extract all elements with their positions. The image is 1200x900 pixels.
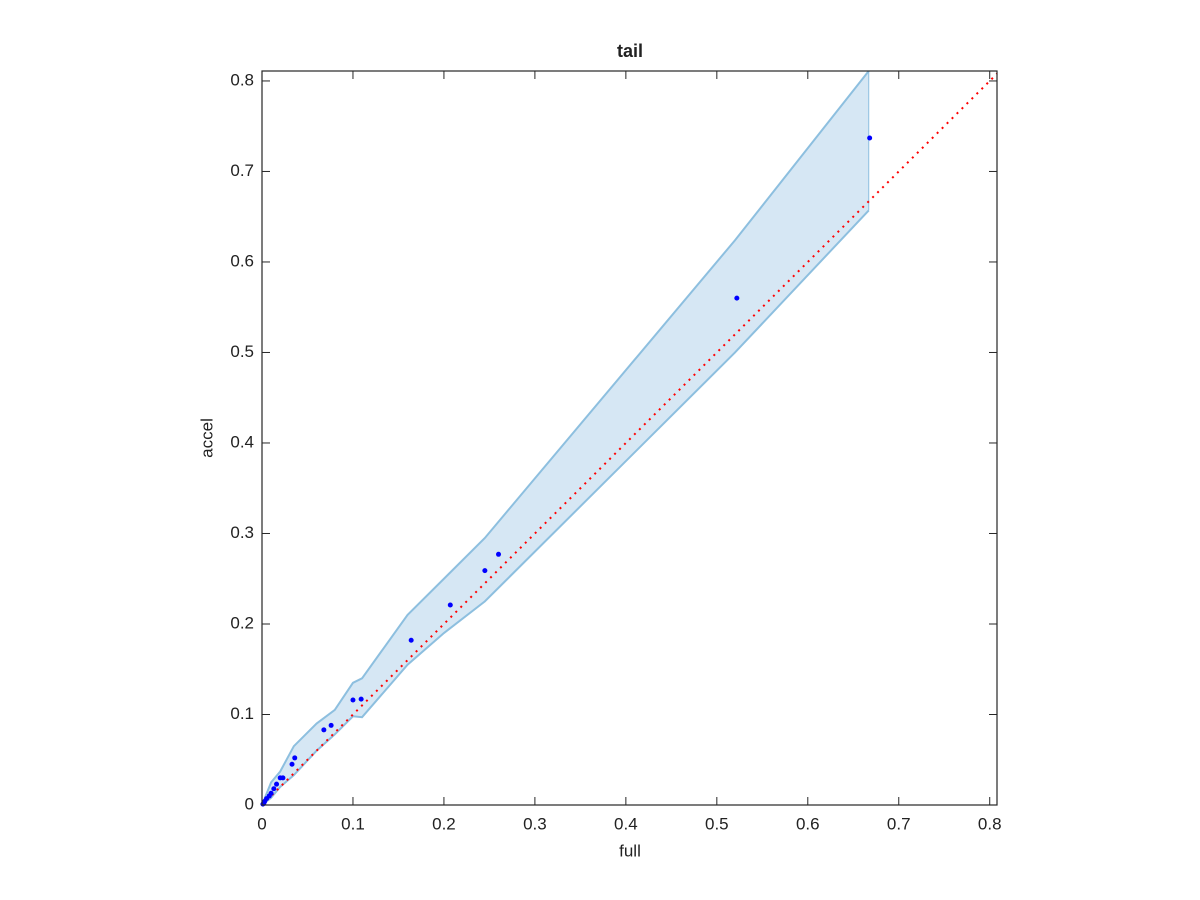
x-tick-label: 0.5 — [705, 814, 729, 833]
x-tick-label: 0.4 — [614, 814, 638, 833]
y-tick-label: 0.7 — [230, 161, 254, 180]
y-tick-label: 0.8 — [230, 70, 254, 89]
y-tick-label: 0.1 — [230, 704, 254, 723]
confidence-band — [262, 71, 869, 805]
data-point — [447, 602, 453, 608]
chart-title: tail — [617, 41, 643, 61]
data-point — [292, 755, 298, 761]
data-point — [867, 135, 873, 141]
x-axis-label: full — [619, 841, 641, 860]
y-tick-label: 0.3 — [230, 523, 254, 542]
y-tick-label: 0.5 — [230, 342, 254, 361]
data-point — [358, 696, 364, 702]
data-point — [328, 722, 334, 728]
y-tick-label: 0.2 — [230, 613, 254, 632]
axes-box — [261, 70, 998, 806]
data-point — [350, 697, 356, 703]
x-tick-label: 0.7 — [887, 814, 911, 833]
data-point — [277, 775, 283, 781]
data-point — [734, 295, 740, 301]
x-tick-label: 0.2 — [432, 814, 456, 833]
data-point — [408, 637, 414, 643]
x-tick-label: 0 — [257, 814, 266, 833]
y-tick-label: 0 — [245, 794, 254, 813]
y-tick-label: 0.6 — [230, 251, 254, 270]
x-tick-label: 0.6 — [796, 814, 820, 833]
x-tick-label: 0.3 — [523, 814, 547, 833]
y-tick-label: 0.4 — [230, 432, 254, 451]
data-point — [271, 786, 277, 792]
y-axis-label: accel — [197, 418, 216, 458]
x-tick-label: 0.8 — [978, 814, 1002, 833]
band-upper — [261, 70, 870, 806]
data-point — [274, 781, 280, 787]
reference-line — [261, 73, 998, 806]
data-point — [496, 551, 502, 557]
x-tick-label: 0.1 — [341, 814, 365, 833]
data-point — [321, 727, 327, 733]
data-point — [260, 801, 266, 807]
data-point — [289, 761, 295, 767]
data-point — [482, 568, 488, 574]
